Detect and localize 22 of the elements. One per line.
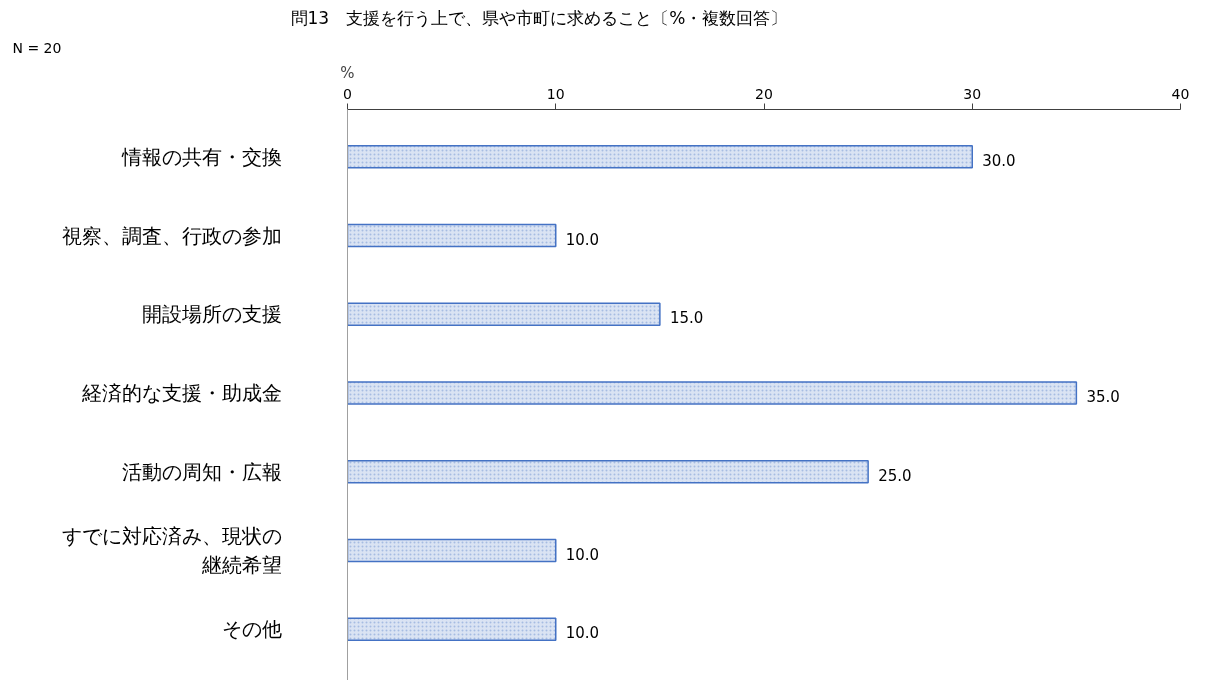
y-tick-label: その他 xyxy=(221,617,282,642)
data-label: 10.0 xyxy=(565,230,600,249)
y-tick-label: 情報の共有・交換 xyxy=(120,144,282,169)
x-tick-label: 20 xyxy=(755,85,773,102)
chart-title: 問13 支援を行う上で、県や市町に求めること〔%・複数回答〕 xyxy=(290,7,788,28)
text: N = 20 xyxy=(12,39,62,56)
x-axis-title: % xyxy=(340,63,355,82)
x-tick-label: 0 xyxy=(343,85,352,102)
y-tick-label: 開設場所の支援 xyxy=(141,302,282,327)
data-label: 25.0 xyxy=(878,466,912,485)
data-label: 15.0 xyxy=(669,309,704,328)
x-tick-label: 30 xyxy=(963,85,982,102)
y-tick-label: 経済的な支援・助成金 xyxy=(80,381,282,406)
y-tick-label: すでに対応済み、現状の継続希望 xyxy=(61,524,282,577)
data-label: 35.0 xyxy=(1086,388,1120,407)
data-label: 10.0 xyxy=(565,545,600,564)
x-tick-label: 40 xyxy=(1171,85,1190,102)
data-label: 10.0 xyxy=(565,624,600,643)
y-tick-label: 活動の周知・広報 xyxy=(121,459,282,484)
data-label: 30.0 xyxy=(982,151,1016,170)
y-tick-label: 視察、調査、行政の参加 xyxy=(61,223,282,248)
x-tick-label: 10 xyxy=(546,85,565,102)
